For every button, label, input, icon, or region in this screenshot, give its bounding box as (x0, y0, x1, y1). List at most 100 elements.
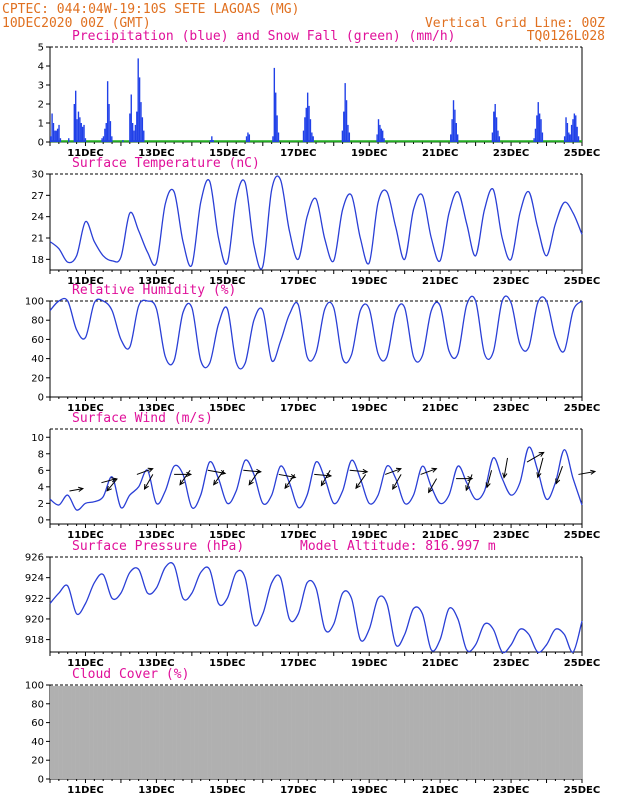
wind-ytick-label: 0 (38, 515, 44, 526)
cloud-bar (52, 685, 55, 779)
temp-panel: 18 21 24 27 30 11DEC 13DEC 15DEC 17DEC 19DEC 21DEC… (31, 170, 600, 288)
precip-bar (84, 138, 87, 142)
cloud-bar (291, 685, 293, 779)
cloud-bar (463, 685, 466, 779)
temp-series-line (49, 175, 583, 270)
temp-date-label: 25DEC (564, 276, 600, 287)
cloud-bar (206, 685, 208, 779)
cloud-bar (393, 685, 396, 779)
cloud-bar (534, 685, 537, 779)
cloud-bar (344, 685, 347, 779)
precip-bar (245, 136, 248, 142)
precip-bar (56, 128, 59, 142)
cloud-bar (450, 685, 452, 779)
cloud-bar (487, 685, 490, 779)
cloud-bar (218, 685, 221, 779)
cloud-bar (545, 685, 548, 779)
cloud-bar (541, 685, 544, 779)
precip-bar (451, 119, 453, 142)
cloud-bar (443, 685, 445, 779)
precip-bar (130, 94, 132, 142)
cloud-bar (416, 685, 418, 779)
cloud-bar (386, 685, 389, 779)
precip-bar (55, 130, 57, 142)
cloud-bar (421, 685, 424, 779)
cloud-bar (402, 685, 405, 779)
cloud-bar (203, 685, 206, 779)
rh-ytick-label: 40 (31, 354, 44, 365)
precip-bar (277, 132, 280, 142)
cloud-bar (105, 685, 107, 779)
cloud-bar (293, 685, 296, 779)
cloud-bar (557, 685, 560, 779)
cloud-bar (528, 685, 530, 779)
precip-bar (50, 136, 52, 142)
cloud-bar (332, 685, 335, 779)
cloud-bar (404, 685, 406, 779)
cloud-bar (277, 685, 280, 779)
precip-date-label: 23DEC (493, 148, 529, 159)
cloud-date-label: 13DEC (138, 785, 174, 796)
temperature-title: Surface Temperature (nC) (72, 156, 260, 171)
cloud-bar (221, 685, 223, 779)
cloud-bar (184, 685, 187, 779)
cloud-bar (196, 685, 199, 779)
cloud-bar (54, 685, 56, 779)
cloud-bar (414, 685, 417, 779)
precip-bar (455, 123, 457, 142)
cloud-bar (103, 685, 106, 779)
wind-date-label: 13DEC (138, 530, 174, 541)
cloud-bar (67, 685, 70, 779)
cloud-bar (464, 685, 467, 779)
cloud-bar (62, 685, 64, 779)
wind-date-label: 23DEC (493, 530, 529, 541)
cloud-bar (194, 685, 196, 779)
cloud-bar (569, 685, 572, 779)
precip-bar (143, 130, 145, 142)
cloud-bar (459, 685, 462, 779)
cloud-bar (241, 685, 243, 779)
cloud-bar (187, 685, 190, 779)
precip-bar (248, 134, 251, 142)
cloud-date-label: 21DEC (422, 785, 458, 796)
precip-bar (273, 67, 276, 142)
precip-ytick-label: 0 (38, 138, 44, 149)
cloud-ytick-label: 20 (31, 756, 44, 767)
precip-bar (302, 130, 305, 142)
pressure-date-label: 17DEC (280, 658, 316, 669)
cloud-bar (501, 685, 503, 779)
cloud-bar (555, 685, 557, 779)
cloud-bar (107, 685, 110, 779)
cloud-bar (102, 685, 105, 779)
cloud-bar (66, 685, 68, 779)
cloud-bar (159, 685, 161, 779)
cloud-bar (58, 685, 60, 779)
precip-bar (495, 117, 498, 142)
cloud-bar (207, 685, 210, 779)
cloud-bar (160, 685, 163, 779)
cloud-date-label: 25DEC (564, 785, 600, 796)
precip-bar (577, 136, 580, 142)
cloud-bar (498, 685, 501, 779)
cloud-bar (466, 685, 468, 779)
rh-date-label: 17DEC (280, 403, 316, 414)
cloud-bar (90, 685, 93, 779)
cloud-bar (125, 685, 128, 779)
pressure-date-label: 19DEC (351, 658, 387, 669)
cloud-bar (436, 685, 439, 779)
cloud-bar (520, 685, 522, 779)
cloud-bar (129, 685, 132, 779)
precip-title: Precipitation (blue) and Snow Fall (gree… (72, 29, 456, 44)
cloud-bar (301, 685, 304, 779)
cloud-bar (575, 685, 577, 779)
cloud-bar (304, 685, 307, 779)
temp-ytick-label: 27 (31, 191, 44, 202)
pressure-date-label: 11DEC (67, 658, 103, 669)
cloud-bar (188, 685, 191, 779)
precip-bar (541, 132, 544, 142)
cloud-bar (288, 685, 291, 779)
precip-bar (73, 104, 76, 142)
precip-ytick-label: 1 (38, 119, 44, 130)
cloud-bar (243, 685, 246, 779)
cloud-bar (470, 685, 472, 779)
